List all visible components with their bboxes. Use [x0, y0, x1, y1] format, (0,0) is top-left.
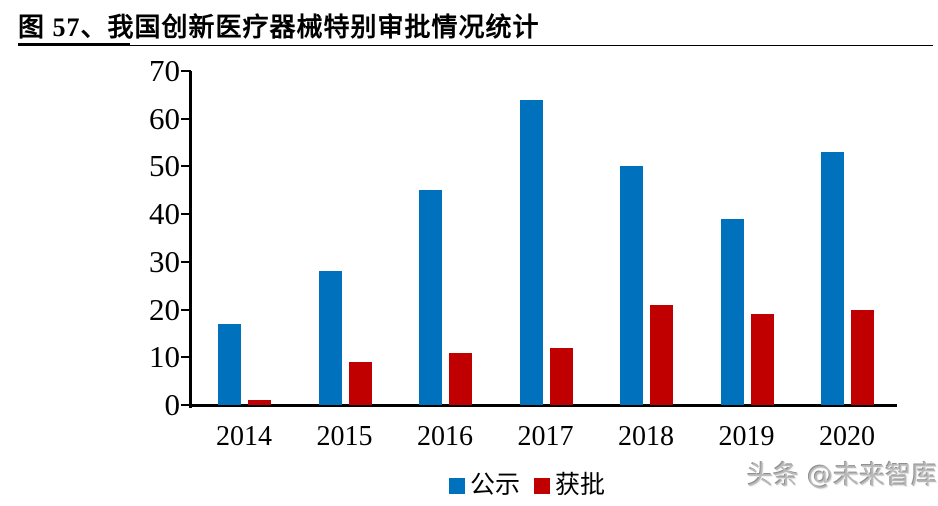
y-axis-label: 60	[149, 100, 180, 136]
bar-s1-2014	[248, 400, 271, 405]
y-axis-tick	[181, 70, 191, 72]
legend-item-gongshi: 公示	[449, 473, 520, 498]
y-axis-label: 50	[149, 148, 180, 184]
chart-legend: 公示 获批	[449, 473, 605, 498]
bar-s1-2019	[750, 314, 774, 405]
y-axis-tick	[181, 356, 191, 359]
bar-s0-2018	[620, 166, 643, 405]
bar-s0-2015	[318, 271, 342, 405]
x-axis-label: 2018	[618, 421, 674, 452]
title-underline-thick	[18, 43, 130, 46]
y-axis-tick	[181, 213, 191, 216]
legend-label-huopi: 获批	[555, 472, 606, 499]
y-axis-label: 70	[149, 53, 180, 88]
title-rule	[18, 45, 933, 46]
legend-swatch-gongshi-icon	[449, 477, 465, 494]
figure-title: 图 57、我国创新医疗器械特别审批情况统计	[18, 13, 540, 42]
bar-s0-2017	[519, 100, 543, 405]
legend-swatch-huopi-icon	[534, 477, 551, 494]
bar-s0-2016	[419, 190, 442, 405]
y-axis-tick	[181, 260, 191, 263]
x-axis-label: 2019	[718, 421, 775, 452]
y-axis-label: 30	[149, 243, 180, 279]
bar-s1-2015	[348, 362, 372, 405]
x-axis-label: 2015	[316, 421, 373, 452]
bar-s0-2019	[720, 219, 744, 405]
legend-item-huopi: 获批	[534, 473, 605, 498]
y-axis-tick	[181, 404, 191, 406]
y-axis-label: 0	[164, 387, 181, 422]
y-axis-tick	[181, 308, 191, 311]
bar-s1-2017	[549, 348, 573, 405]
y-axis-line	[189, 71, 192, 408]
bar-s0-2014	[218, 324, 241, 405]
bar-s1-2016	[449, 353, 472, 405]
legend-label-gongshi: 公示	[470, 472, 521, 499]
y-axis-label: 20	[149, 291, 180, 327]
x-axis-label: 2020	[819, 421, 875, 452]
x-axis-line	[189, 404, 897, 407]
bar-s0-2020	[821, 152, 844, 405]
x-axis-label: 2016	[417, 421, 473, 452]
y-axis-tick	[181, 117, 191, 120]
y-axis-label: 40	[149, 196, 180, 232]
y-axis-label: 10	[149, 339, 180, 375]
x-axis-label: 2014	[216, 421, 272, 452]
x-axis-label: 2017	[517, 421, 574, 452]
bar-s1-2018	[650, 305, 673, 405]
y-axis-tick	[181, 165, 191, 168]
bar-s1-2020	[851, 310, 874, 405]
toutiao-watermark: 头条 @未来智库	[747, 461, 938, 491]
